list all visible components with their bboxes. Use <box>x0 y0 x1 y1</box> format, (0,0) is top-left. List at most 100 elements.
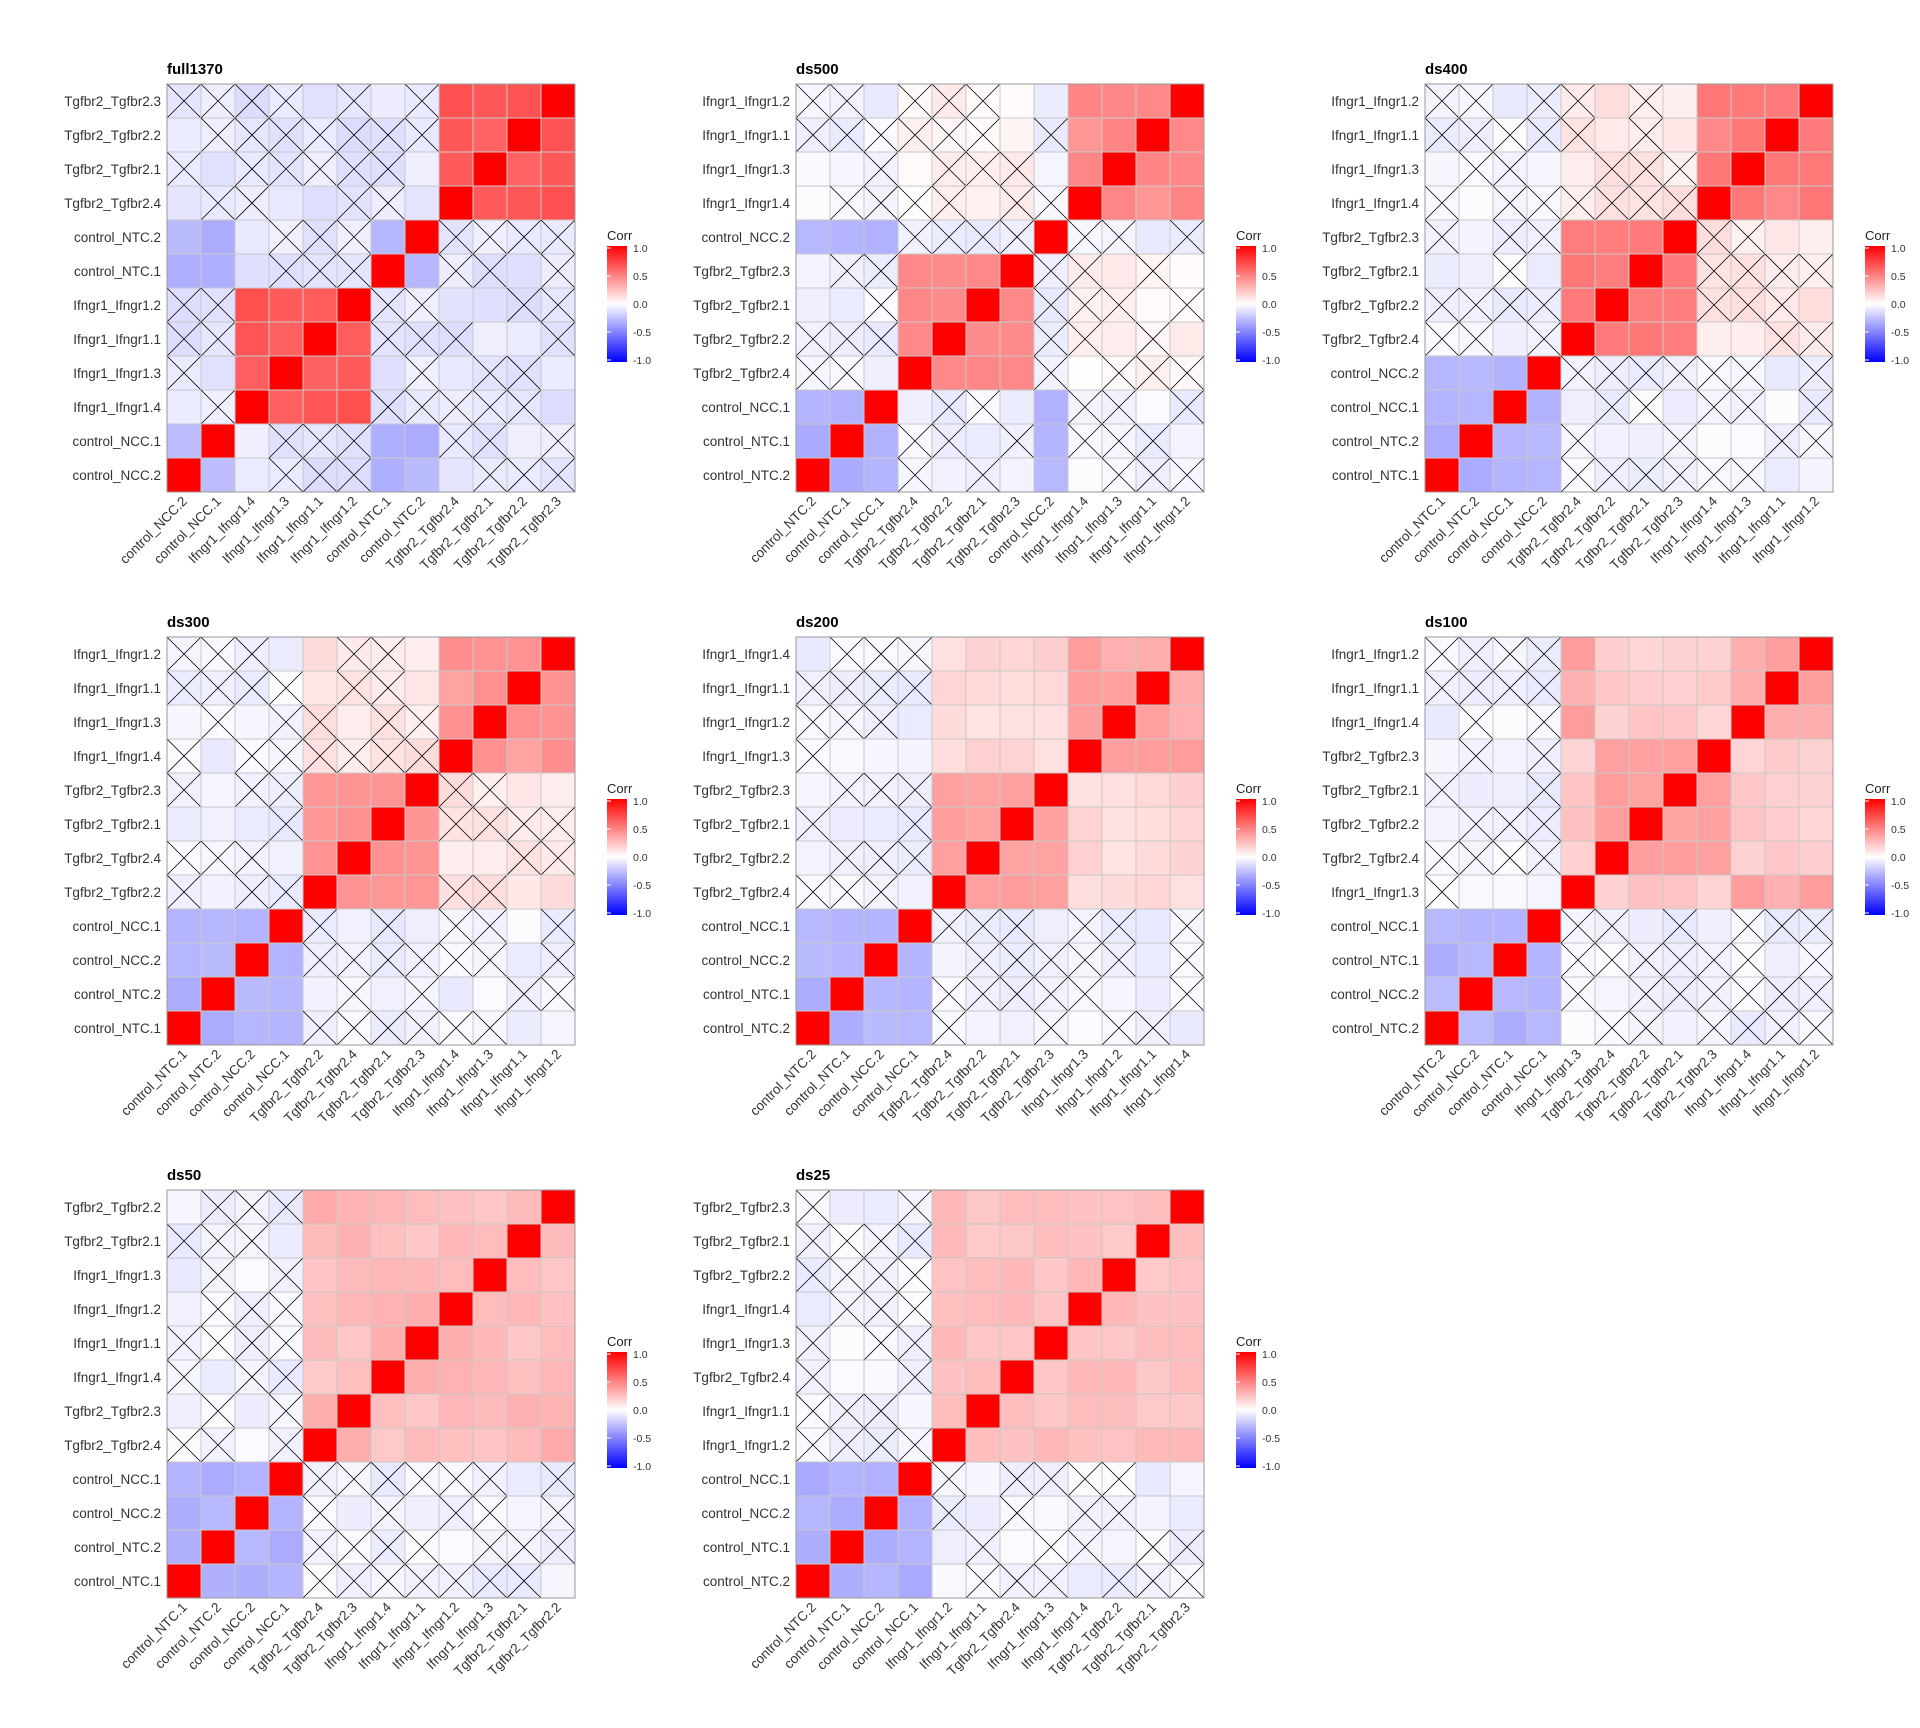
insignificant-cross <box>370 1010 406 1046</box>
heatmap-cell <box>268 908 304 944</box>
heatmap-cell <box>829 1010 865 1046</box>
row-label: control_NCC.2 <box>701 1506 790 1521</box>
heatmap-cell <box>1169 1461 1205 1497</box>
insignificant-cross <box>302 1495 338 1531</box>
row-label: Tgfbr2_Tgfbr2.4 <box>64 1438 161 1453</box>
row-label: control_NTC.2 <box>74 230 161 245</box>
insignificant-cross <box>1169 389 1205 425</box>
insignificant-cross <box>370 1529 406 1565</box>
insignificant-cross <box>1424 117 1460 153</box>
heatmap-cell <box>1135 1189 1171 1225</box>
heatmap-cell <box>1101 117 1137 153</box>
heatmap-cell <box>795 457 831 493</box>
insignificant-cross <box>897 219 933 255</box>
heatmap-cell <box>931 321 967 357</box>
heatmap-cell <box>404 1257 440 1293</box>
row-label: Tgfbr2_Tgfbr2.3 <box>693 264 790 279</box>
heatmap-cell <box>506 1189 542 1225</box>
heatmap-cell <box>1458 976 1494 1012</box>
insignificant-cross <box>438 1010 474 1046</box>
insignificant-cross <box>1560 355 1596 391</box>
insignificant-cross <box>863 185 899 221</box>
heatmap-panel-ds25: ds25 Tgfbr2_Tgfbr2.3 Tgfbr2_Tgfbr2.1 Tgfbr2… <box>693 1167 1280 1679</box>
insignificant-cross <box>200 1189 236 1225</box>
heatmap-cell <box>1033 83 1069 119</box>
heatmap-cell <box>1067 772 1103 808</box>
heatmap-cell <box>1169 1223 1205 1259</box>
heatmap-cell <box>1067 1563 1103 1599</box>
heatmap-cell <box>829 389 865 425</box>
heatmap-cell <box>404 1291 440 1327</box>
heatmap-cell <box>965 287 1001 323</box>
heatmap-cell <box>438 738 474 774</box>
heatmap-cell <box>965 840 1001 876</box>
heatmap-cell <box>1764 874 1800 910</box>
insignificant-cross <box>1033 321 1069 357</box>
heatmap-cell <box>1492 704 1528 740</box>
insignificant-cross <box>302 704 338 740</box>
insignificant-cross <box>540 219 576 255</box>
heatmap-cell <box>302 1427 338 1463</box>
row-label: control_NCC.1 <box>1330 919 1419 934</box>
heatmap-cell <box>1696 704 1732 740</box>
heatmap-cell <box>268 287 304 323</box>
heatmap-cell <box>1764 457 1800 493</box>
heatmap-cell <box>1764 840 1800 876</box>
insignificant-cross <box>863 840 899 876</box>
row-label: control_NTC.1 <box>703 987 790 1002</box>
heatmap-cell <box>999 1010 1035 1046</box>
heatmap-cell <box>1560 704 1596 740</box>
heatmap-cell <box>1764 389 1800 425</box>
row-label: Tgfbr2_Tgfbr2.1 <box>1322 783 1419 798</box>
heatmap-cell <box>795 942 831 978</box>
heatmap-cell <box>1526 1010 1562 1046</box>
heatmap-cell <box>234 908 270 944</box>
heatmap-cell <box>1628 287 1664 323</box>
heatmap-cell <box>1560 253 1596 289</box>
heatmap-cell <box>302 670 338 706</box>
row-label: Ifngr1_Ifngr1.3 <box>702 1336 790 1351</box>
heatmap-cell <box>1135 942 1171 978</box>
heatmap-cell <box>863 1529 899 1565</box>
heatmap-cell <box>795 287 831 323</box>
heatmap-cell <box>506 1010 542 1046</box>
heatmap-cell <box>931 287 967 323</box>
insignificant-cross <box>166 83 202 119</box>
insignificant-cross <box>1135 457 1171 493</box>
insignificant-cross <box>1628 185 1664 221</box>
legend-tick-label: 0.0 <box>1891 852 1906 864</box>
heatmap-cell <box>1696 321 1732 357</box>
insignificant-cross <box>1135 423 1171 459</box>
heatmap-cell <box>1458 772 1494 808</box>
insignificant-cross <box>472 772 508 808</box>
insignificant-cross <box>931 83 967 119</box>
row-label: control_NCC.1 <box>72 919 161 934</box>
legend-tick-label: -0.5 <box>1891 327 1909 339</box>
row-label: Ifngr1_Ifngr1.3 <box>1331 162 1419 177</box>
insignificant-cross <box>268 117 304 153</box>
heatmap-cell <box>1135 185 1171 221</box>
heatmap-cell <box>863 1461 899 1497</box>
heatmap-cell <box>166 1189 202 1225</box>
heatmap-cell <box>1033 840 1069 876</box>
row-label: Tgfbr2_Tgfbr2.1 <box>693 817 790 832</box>
heatmap-cell <box>931 840 967 876</box>
heatmap-cell <box>1101 1427 1137 1463</box>
insignificant-cross <box>404 942 440 978</box>
insignificant-cross <box>370 1495 406 1531</box>
insignificant-cross <box>472 253 508 289</box>
heatmap-cell <box>931 1529 967 1565</box>
heatmap-cell <box>472 840 508 876</box>
heatmap-cell <box>1101 83 1137 119</box>
heatmap-cell <box>302 1291 338 1327</box>
insignificant-cross <box>897 83 933 119</box>
insignificant-cross <box>1067 976 1103 1012</box>
heatmap-cell <box>1033 1257 1069 1293</box>
legend-colorbar <box>607 799 627 915</box>
row-label: control_NCC.1 <box>72 1472 161 1487</box>
heatmap-cell <box>234 1461 270 1497</box>
insignificant-cross <box>1560 83 1596 119</box>
legend-colorbar <box>607 1352 627 1468</box>
row-label: Tgfbr2_Tgfbr2.4 <box>64 196 161 211</box>
insignificant-cross <box>1067 423 1103 459</box>
